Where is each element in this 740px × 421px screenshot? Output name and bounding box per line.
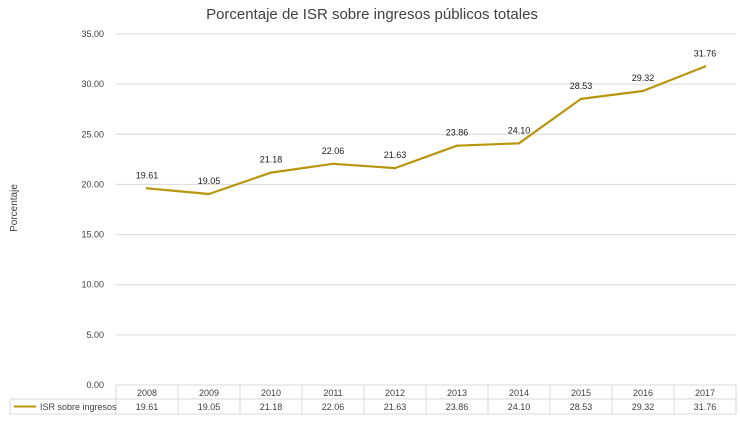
- series-lines: [145, 65, 707, 196]
- y-tick-label: 15.00: [81, 230, 104, 240]
- chart-title: Porcentaje de ISR sobre ingresos público…: [206, 6, 538, 23]
- table-value-cell: 28.53: [570, 402, 593, 412]
- data-point: [331, 162, 335, 165]
- legend-label: ISR sobre ingresos: [40, 402, 117, 412]
- y-tick-label: 25.00: [81, 129, 104, 139]
- data-labels: 19.61 19.05 21.18 22.06 21.63 23.86 24.10 28.53…: [136, 48, 717, 185]
- x-tick-label: 2008: [137, 388, 157, 398]
- y-tick-label: 0.00: [86, 380, 104, 390]
- table-value-cell: 21.63: [384, 402, 407, 412]
- x-tick-label: 2013: [447, 388, 467, 398]
- y-tick-label: 35.00: [81, 29, 104, 39]
- data-label: 19.05: [198, 176, 221, 186]
- table-value-cell: 23.86: [446, 402, 469, 412]
- x-tick-label: 2011: [323, 388, 342, 398]
- data-label: 22.06: [322, 146, 345, 156]
- data-point: [703, 65, 707, 68]
- data-point: [393, 166, 397, 170]
- data-label: 19.61: [136, 170, 159, 180]
- table-value-cell: 31.76: [694, 402, 717, 412]
- data-label: 23.86: [446, 128, 469, 138]
- y-tick-label: 10.00: [81, 280, 104, 290]
- x-tick-label: 2017: [695, 388, 715, 398]
- table-value-cell: 24.10: [508, 402, 531, 412]
- table-value-cell: 21.18: [260, 402, 283, 412]
- data-point: [207, 192, 211, 196]
- gridlines: [116, 33, 736, 386]
- table-value-cell: 29.32: [632, 402, 655, 412]
- data-label: 31.76: [694, 48, 717, 58]
- y-tick-label: 5.00: [86, 330, 104, 340]
- data-point: [455, 144, 459, 147]
- data-label: 21.18: [260, 155, 283, 165]
- x-tick-label: 2010: [261, 388, 281, 398]
- table-value-cell: 19.05: [198, 402, 221, 412]
- data-label: 29.32: [632, 73, 655, 83]
- table-value-cell: 22.06: [322, 402, 345, 412]
- data-label: 21.63: [384, 150, 407, 160]
- data-point: [579, 97, 583, 101]
- y-axis-ticks: 0.00 5.00 10.00 15.00 20.00 25.00 30.00 35.00: [81, 29, 104, 390]
- data-label: 28.53: [570, 81, 593, 91]
- data-point: [145, 187, 149, 190]
- y-axis-label: Porcentaje: [9, 184, 20, 232]
- x-tick-label: 2012: [385, 388, 405, 398]
- x-tick-label: 2014: [509, 388, 529, 398]
- data-point: [517, 142, 521, 145]
- x-tick-label: 2009: [199, 388, 219, 398]
- x-tick-label: 2015: [571, 388, 591, 398]
- table-value-cell: 19.61: [136, 402, 159, 412]
- data-point: [269, 171, 273, 174]
- series-line: [145, 65, 707, 196]
- y-tick-label: 20.00: [81, 179, 104, 189]
- data-table: 2008 2009 2010 2011 2012 2013 2014 2015 2016 2017…: [9, 385, 737, 415]
- data-point: [641, 89, 645, 93]
- y-tick-label: 30.00: [81, 79, 104, 89]
- x-tick-label: 2016: [633, 388, 653, 398]
- data-label: 24.10: [508, 125, 531, 135]
